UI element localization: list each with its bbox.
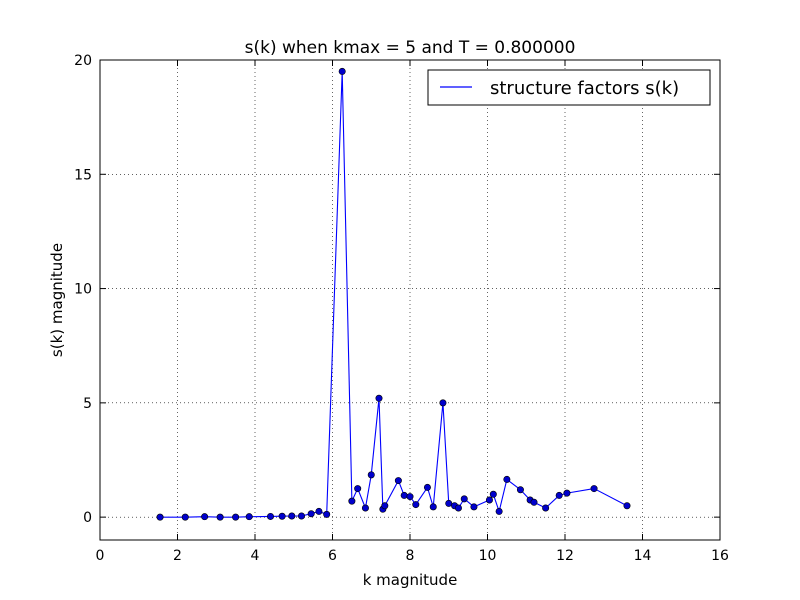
data-point: [489, 490, 497, 498]
data-point: [323, 510, 331, 518]
data-point: [266, 512, 274, 520]
data-point: [460, 495, 468, 503]
data-point: [429, 503, 437, 511]
x-tick-label: 10: [479, 548, 497, 564]
x-tick-label: 6: [328, 548, 337, 564]
y-tick-label: 15: [74, 167, 92, 183]
data-point: [590, 485, 598, 493]
data-point: [400, 491, 408, 499]
data-point: [381, 502, 389, 510]
data-point: [367, 471, 375, 479]
series-structure-factors: [156, 67, 631, 521]
y-tick-label: 5: [83, 396, 92, 412]
x-tick-label: 0: [96, 548, 105, 564]
y-axis-title: s(k) magnitude: [48, 243, 66, 357]
y-tick-label: 10: [74, 282, 92, 298]
ticks: 0 2 4 6 8 10 12 14 16 0 5 10 15 20: [74, 53, 729, 564]
data-point: [495, 507, 503, 515]
data-point: [406, 493, 414, 501]
data-point: [156, 513, 164, 521]
data-point: [181, 513, 189, 521]
data-point: [394, 477, 402, 485]
data-point: [445, 499, 453, 507]
x-tick-label: 14: [634, 548, 652, 564]
data-point: [348, 497, 356, 505]
x-tick-label: 16: [711, 548, 729, 564]
data-point: [278, 512, 286, 520]
data-point: [338, 67, 346, 75]
data-point: [307, 510, 315, 518]
data-point: [485, 496, 493, 504]
data-point: [375, 394, 383, 402]
data-point: [412, 501, 420, 509]
data-point: [542, 504, 550, 512]
data-point: [623, 502, 631, 510]
data-point: [563, 489, 571, 497]
data-point: [201, 513, 209, 521]
x-axis-title: k magnitude: [363, 571, 458, 589]
data-point: [288, 512, 296, 520]
data-point: [216, 513, 224, 521]
legend: structure factors s(k): [427, 69, 711, 106]
data-point: [423, 483, 431, 491]
x-tick-label: 12: [556, 548, 574, 564]
data-point: [315, 507, 323, 515]
y-tick-label: 0: [83, 510, 92, 526]
data-point: [439, 399, 447, 407]
data-point: [245, 513, 253, 521]
data-point: [530, 498, 538, 506]
data-point: [354, 485, 362, 493]
data-point: [297, 512, 305, 520]
data-point: [503, 475, 511, 483]
data-point: [361, 504, 369, 512]
x-tick-label: 8: [406, 548, 415, 564]
legend-box: [427, 69, 711, 106]
data-point: [232, 513, 240, 521]
data-point: [516, 486, 524, 494]
grid: [100, 60, 720, 540]
y-tick-label: 20: [74, 53, 92, 69]
data-point: [454, 504, 462, 512]
data-point: [555, 491, 563, 499]
data-point: [470, 503, 478, 511]
chart-title: s(k) when kmax = 5 and T = 0.800000: [245, 38, 576, 58]
x-tick-label: 4: [251, 548, 260, 564]
x-tick-label: 2: [173, 548, 182, 564]
legend-entry-label: structure factors s(k): [490, 78, 679, 99]
